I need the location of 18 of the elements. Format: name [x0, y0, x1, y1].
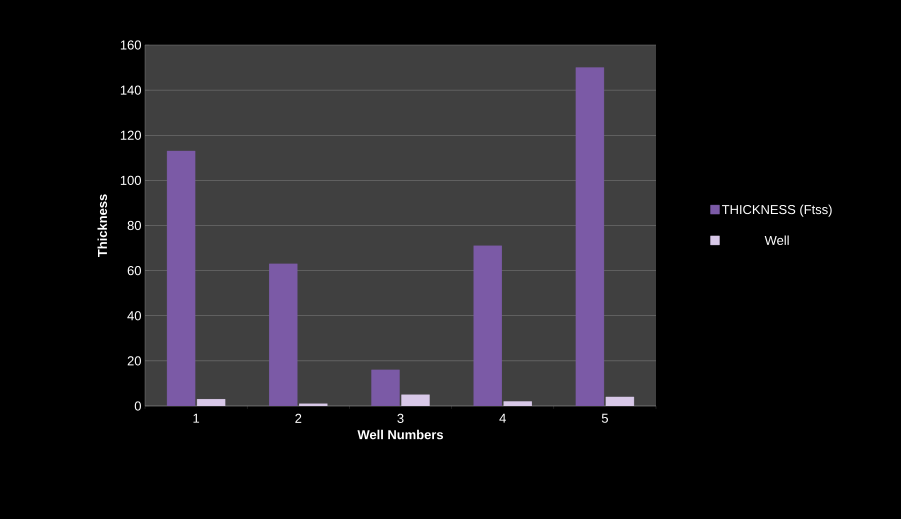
- y-tick-label: 120: [120, 130, 141, 140]
- y-axis-title: Thickness: [98, 194, 108, 258]
- x-tick-label: 3: [397, 414, 404, 423]
- y-tick-label: 160: [120, 40, 141, 50]
- x-tick-label: 4: [499, 414, 506, 423]
- y-tick-label: 0: [134, 401, 141, 411]
- y-tick-label: 60: [128, 266, 141, 276]
- y-tick-label: 100: [120, 176, 141, 185]
- y-tick-label: 80: [128, 220, 141, 230]
- legend-label: THICKNESS (Ftss): [722, 204, 832, 217]
- y-tick-label: 140: [120, 86, 141, 95]
- y-tick-label: 20: [128, 356, 141, 366]
- x-tick-label: 1: [193, 414, 200, 423]
- x-axis-title: Well Numbers: [357, 430, 444, 440]
- x-tick-label: 2: [295, 414, 302, 423]
- text: Well: [764, 235, 789, 245]
- x-tick-label: 5: [602, 414, 608, 423]
- y-tick-label: 40: [127, 311, 141, 320]
